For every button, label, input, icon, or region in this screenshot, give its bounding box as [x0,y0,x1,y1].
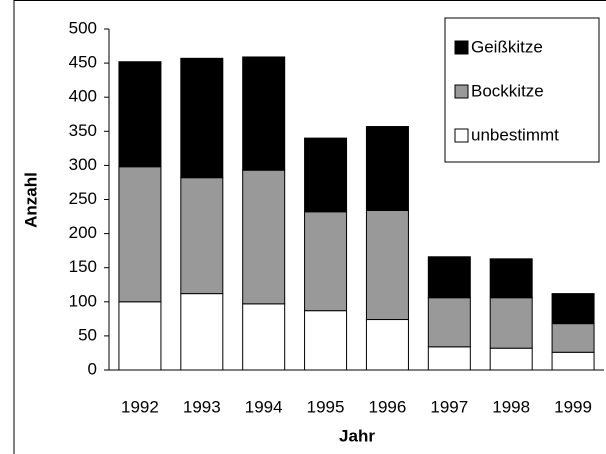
x-tick-label: 1998 [492,397,530,416]
y-tick-label: 450 [69,53,97,72]
x-tick-label: 1992 [121,397,159,416]
bar-segment [304,310,348,371]
bar-segment [304,211,348,312]
bar-segment [118,301,162,371]
y-tick-label: 150 [69,257,97,276]
legend-label: unbestimmt [471,125,559,144]
bar-segment [180,293,224,371]
bar-segment [118,61,162,168]
bar-segment [427,346,471,371]
bar-segment [180,57,224,179]
y-tick-label: 0 [88,359,97,378]
bar-segment [427,297,471,348]
x-tick-label: 1993 [183,397,221,416]
y-tick-label: 200 [69,223,97,242]
legend-swatch [454,84,469,99]
x-tick-label: 1994 [245,397,283,416]
legend-swatch [454,40,469,55]
x-tick-label: 1996 [369,397,407,416]
y-tick-label: 100 [69,291,97,310]
y-tick-label: 50 [78,325,97,344]
bar-segment [242,303,286,371]
x-axis-title: Jahr [339,426,375,445]
y-tick-label: 500 [69,18,97,37]
legend-box [444,17,600,163]
bar-segment [242,169,286,305]
y-axis-title: Anzahl [21,172,40,228]
bar-segment [551,351,595,371]
bar-segment [365,209,409,321]
x-tick-label: 1997 [430,397,468,416]
bar-segment [365,319,409,371]
y-tick-label: 400 [69,87,97,106]
y-tick-label: 300 [69,155,97,174]
bar-segment [304,137,348,213]
y-tick-label: 350 [69,121,97,140]
y-tick-label: 250 [69,189,97,208]
bar-segment [551,323,595,353]
legend-label: Bockkitze [471,81,544,100]
bar-segment [489,258,533,299]
bar-segment [489,347,533,371]
bar-segment [118,166,162,303]
bar-segment [242,56,286,171]
legend-label: Geißkitze [471,37,543,56]
bar-segment [180,177,224,295]
x-tick-label: 1999 [554,397,592,416]
bar-segment [551,293,595,325]
bar-segment [427,256,471,299]
bar-segment [489,297,533,349]
x-tick-label: 1995 [307,397,345,416]
bar-segment [365,126,409,211]
legend-swatch [454,128,469,143]
